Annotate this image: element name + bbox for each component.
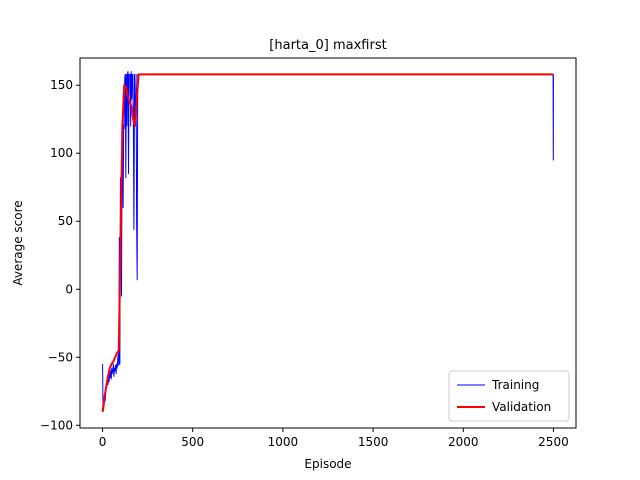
y-tick-label: 50 — [58, 214, 73, 228]
y-tick-label: −100 — [40, 418, 73, 432]
y-tick-label: 0 — [65, 282, 73, 296]
legend: Training Validation — [448, 370, 570, 422]
y-tick-label: 150 — [50, 78, 73, 92]
y-axis: −100 −50 0 50 100 150 — [40, 78, 80, 432]
x-tick-label: 500 — [181, 435, 204, 449]
x-tick-label: 1000 — [268, 435, 299, 449]
legend-label-training: Training — [491, 378, 539, 392]
x-tick-label: 0 — [99, 435, 107, 449]
x-tick-label: 2000 — [448, 435, 479, 449]
x-axis: 0 500 1000 1500 2000 2500 — [99, 428, 569, 449]
y-tick-label: −50 — [48, 350, 73, 364]
legend-box — [448, 370, 570, 422]
y-tick-label: 100 — [50, 146, 73, 160]
x-axis-label: Episode — [304, 457, 351, 471]
plot-frame — [79, 57, 577, 429]
legend-label-validation: Validation — [492, 400, 551, 414]
y-axis-label: Average score — [11, 200, 25, 285]
series-line-training — [102, 71, 554, 413]
plot-area — [101, 71, 554, 413]
x-tick-label: 1500 — [358, 435, 389, 449]
chart-title: [harta_0] maxfirst — [269, 38, 386, 53]
x-tick-label: 2500 — [538, 435, 569, 449]
series-line-validation — [101, 73, 554, 412]
